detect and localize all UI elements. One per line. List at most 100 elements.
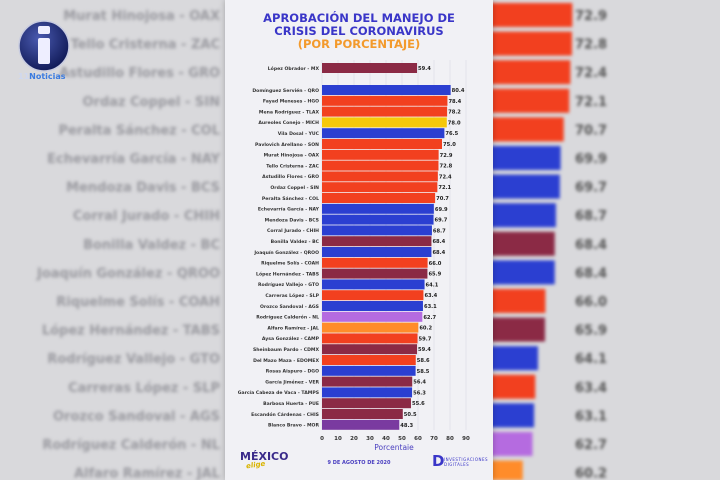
category-label: Mendoza Davis - BCS <box>265 217 319 223</box>
category-label: Astudillo Flores - GRO <box>262 174 319 180</box>
value-label: 56.4 <box>413 380 426 386</box>
background-value: 63.4 <box>575 381 607 396</box>
category-label: Aysa González - CAMP <box>262 335 320 342</box>
channel-logo: 11Noticias <box>14 18 74 84</box>
background-label: Peralta Sánchez - COL <box>58 123 220 138</box>
value-label: 78.2 <box>448 110 461 116</box>
background-bar <box>490 174 560 199</box>
bar <box>322 387 413 398</box>
background-label: Tello Cristerna - ZAC <box>71 38 220 53</box>
x-tick-label: 70 <box>430 436 438 442</box>
value-label: 78.0 <box>448 120 461 126</box>
background-value: 63.1 <box>575 409 607 424</box>
background-value: 68.4 <box>575 266 607 281</box>
background-value: 66.0 <box>575 295 607 310</box>
background-value: 72.8 <box>575 38 607 53</box>
mexico-elige-logo: MÉXICO <box>240 450 289 463</box>
value-label: 59.7 <box>419 336 432 342</box>
background-label: Bonilla Valdez - BC <box>83 238 220 253</box>
bar <box>322 85 451 95</box>
category-label: Mena Rodríguez - TLAX <box>259 108 320 115</box>
bar <box>322 247 432 257</box>
background-bar <box>490 460 523 480</box>
category-label: Fayad Meneses - HGO <box>263 99 319 105</box>
value-label: 76.5 <box>445 131 458 137</box>
bar <box>322 311 423 322</box>
background-value: 72.9 <box>575 9 607 24</box>
background-bar <box>490 374 536 399</box>
value-label: 64.1 <box>426 282 439 288</box>
logo-prefix: 11 <box>18 72 30 81</box>
bar <box>322 419 400 430</box>
category-label: Vila Dosal - YUC <box>278 131 320 137</box>
value-label: 65.9 <box>428 272 441 278</box>
value-label: 68.4 <box>432 239 445 245</box>
background-label: Alfaro Ramírez - JAL <box>74 467 220 480</box>
x-tick-label: 30 <box>366 436 374 442</box>
x-axis-label: Porcentaje <box>374 443 414 450</box>
x-tick-label: 50 <box>398 436 406 442</box>
category-label: Barbosa Huerta - PUE <box>263 401 319 407</box>
publication-date: 9 DE AGOSTO DE 2020 <box>327 460 391 466</box>
background-bar <box>490 3 573 27</box>
logo-text: Noticias <box>29 72 66 81</box>
x-tick-label: 20 <box>350 436 358 442</box>
value-label: 63.4 <box>424 293 437 299</box>
chart-title-line2: CRISIS DEL CORONAVIRUS <box>274 24 444 38</box>
value-label: 66.0 <box>429 261 442 267</box>
value-label: 68.4 <box>432 250 445 256</box>
category-label: Joaquín González - QROO <box>253 249 319 256</box>
value-label: 60.2 <box>419 326 432 332</box>
background-label: Orozco Sandoval - AGS <box>53 409 220 424</box>
value-label: 69.9 <box>435 207 448 213</box>
background-bar <box>490 403 535 428</box>
bar <box>322 139 442 149</box>
background-label: Rodríguez Calderón - NL <box>42 438 220 453</box>
category-label: Tello Cristerna - ZAC <box>266 163 319 169</box>
category-label: Echevarría García - NAY <box>258 206 320 213</box>
category-label: Carreras López - SLP <box>265 292 319 299</box>
x-tick-label: 0 <box>320 436 324 442</box>
category-label: Blanco Bravo - MOR <box>268 423 320 429</box>
value-label: 55.6 <box>412 401 425 407</box>
category-label: Murat Hinojosa - OAX <box>264 153 320 159</box>
value-label: 75.0 <box>443 142 456 148</box>
bar <box>322 128 445 139</box>
x-tick-label: 90 <box>462 436 470 442</box>
background-value: 68.7 <box>575 209 607 224</box>
background-value: 68.4 <box>575 238 607 253</box>
value-label: 72.8 <box>439 164 452 170</box>
background-value: 69.9 <box>575 152 607 167</box>
value-label: 48.3 <box>400 423 413 429</box>
category-label: Aureoles Conejo - MICH <box>258 120 319 126</box>
bar <box>322 268 428 279</box>
background-label: Murat Hinojosa - OAX <box>63 9 220 24</box>
bar <box>322 409 403 419</box>
value-label: 63.1 <box>424 304 437 310</box>
bar <box>322 203 434 214</box>
value-label: 56.3 <box>413 390 426 396</box>
x-tick-label: 80 <box>446 436 454 442</box>
bar <box>322 365 416 376</box>
bar <box>322 95 448 106</box>
x-tick-label: 60 <box>414 436 422 442</box>
value-label: 50.5 <box>404 412 417 418</box>
bar <box>322 171 438 182</box>
channel-logo-globe-icon <box>18 20 70 72</box>
bar <box>322 117 447 128</box>
background-value: 69.7 <box>575 181 607 196</box>
bar <box>322 290 424 301</box>
chart-title-line1: APROBACIÓN DEL MANEJO DE <box>263 11 455 25</box>
category-label: García Jiménez - VER <box>265 378 319 385</box>
background-bar <box>490 60 571 85</box>
bar <box>322 355 416 365</box>
bar <box>322 333 418 344</box>
value-label: 80.4 <box>452 88 465 94</box>
value-label: 59.4 <box>418 347 431 353</box>
background-bar <box>490 260 555 285</box>
background-label: Corral Jurado - CHIH <box>73 209 220 224</box>
bar <box>322 106 448 117</box>
category-label: Alfaro Ramírez - JAL <box>267 324 319 331</box>
background-value: 64.1 <box>575 352 607 367</box>
category-label: Pavlovich Arellano - SON <box>255 142 319 148</box>
